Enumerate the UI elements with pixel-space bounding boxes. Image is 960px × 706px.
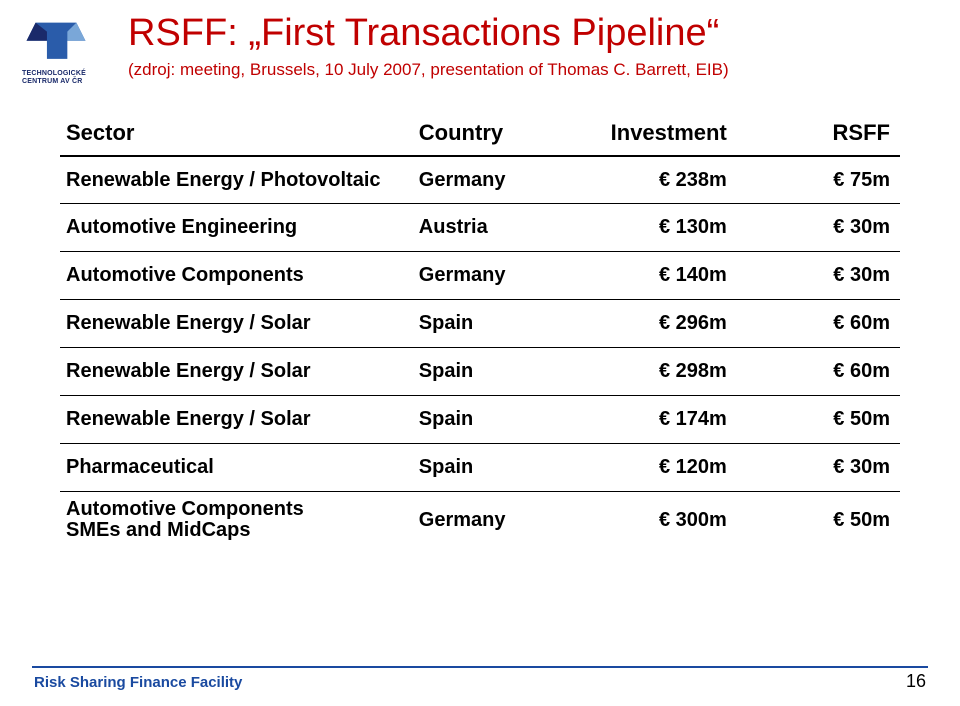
cell-sector: Renewable Energy / Solar <box>60 396 413 444</box>
cell-rsff: € 75m <box>749 156 900 204</box>
cell-rsff: € 50m <box>749 396 900 444</box>
cell-rsff: € 60m <box>749 300 900 348</box>
col-rsff: RSFF <box>749 112 900 156</box>
table-header-row: Sector Country Investment RSFF <box>60 112 900 156</box>
table-row: Renewable Energy / Photovoltaic Germany … <box>60 156 900 204</box>
title-block: RSFF: „First Transactions Pipeline“ (zdr… <box>128 14 920 80</box>
logo-text: TECHNOLOGICKÉ CENTRUM AV ČR <box>22 70 102 85</box>
cell-country: Germany <box>413 492 581 548</box>
cell-rsff: € 60m <box>749 348 900 396</box>
cell-investment: € 140m <box>581 252 749 300</box>
cell-investment: € 130m <box>581 204 749 252</box>
cell-sector-line2: SMEs and MidCaps <box>66 520 407 541</box>
cell-country: Spain <box>413 300 581 348</box>
table-row: Renewable Energy / Solar Spain € 174m € … <box>60 396 900 444</box>
col-investment: Investment <box>581 112 749 156</box>
cell-investment: € 120m <box>581 444 749 492</box>
cell-country: Spain <box>413 396 581 444</box>
cell-sector: Renewable Energy / Photovoltaic <box>60 156 413 204</box>
table-row: Renewable Energy / Solar Spain € 296m € … <box>60 300 900 348</box>
page-title: RSFF: „First Transactions Pipeline“ <box>128 14 920 54</box>
cell-country: Germany <box>413 156 581 204</box>
footer: Risk Sharing Finance Facility 16 <box>34 671 926 692</box>
cell-sector: Renewable Energy / Solar <box>60 348 413 396</box>
table-row: Renewable Energy / Solar Spain € 298m € … <box>60 348 900 396</box>
logo-icon <box>22 18 90 68</box>
cell-country: Spain <box>413 444 581 492</box>
table-row: Automotive Engineering Austria € 130m € … <box>60 204 900 252</box>
cell-rsff: € 50m <box>749 492 900 548</box>
table-row: Automotive Components SMEs and MidCaps G… <box>60 492 900 548</box>
cell-rsff: € 30m <box>749 204 900 252</box>
cell-country: Austria <box>413 204 581 252</box>
slide: TECHNOLOGICKÉ CENTRUM AV ČR RSFF: „First… <box>0 0 960 706</box>
cell-sector: Renewable Energy / Solar <box>60 300 413 348</box>
cell-sector: Automotive Components <box>60 252 413 300</box>
footer-divider <box>32 666 928 668</box>
cell-rsff: € 30m <box>749 252 900 300</box>
page-subtitle: (zdroj: meeting, Brussels, 10 July 2007,… <box>128 60 920 80</box>
cell-investment: € 238m <box>581 156 749 204</box>
cell-investment: € 296m <box>581 300 749 348</box>
cell-investment: € 300m <box>581 492 749 548</box>
cell-sector: Automotive Engineering <box>60 204 413 252</box>
cell-rsff: € 30m <box>749 444 900 492</box>
transactions-table: Sector Country Investment RSFF Renewable… <box>60 112 900 548</box>
table-row: Pharmaceutical Spain € 120m € 30m <box>60 444 900 492</box>
cell-country: Spain <box>413 348 581 396</box>
cell-sector: Pharmaceutical <box>60 444 413 492</box>
page-number: 16 <box>906 671 926 692</box>
table-row: Automotive Components Germany € 140m € 3… <box>60 252 900 300</box>
cell-sector-line1: Automotive Components <box>66 499 407 520</box>
cell-sector: Automotive Components SMEs and MidCaps <box>60 492 413 548</box>
footer-title: Risk Sharing Finance Facility <box>34 674 242 691</box>
cell-investment: € 174m <box>581 396 749 444</box>
logo: TECHNOLOGICKÉ CENTRUM AV ČR <box>22 18 102 85</box>
cell-country: Germany <box>413 252 581 300</box>
cell-investment: € 298m <box>581 348 749 396</box>
col-sector: Sector <box>60 112 413 156</box>
col-country: Country <box>413 112 581 156</box>
